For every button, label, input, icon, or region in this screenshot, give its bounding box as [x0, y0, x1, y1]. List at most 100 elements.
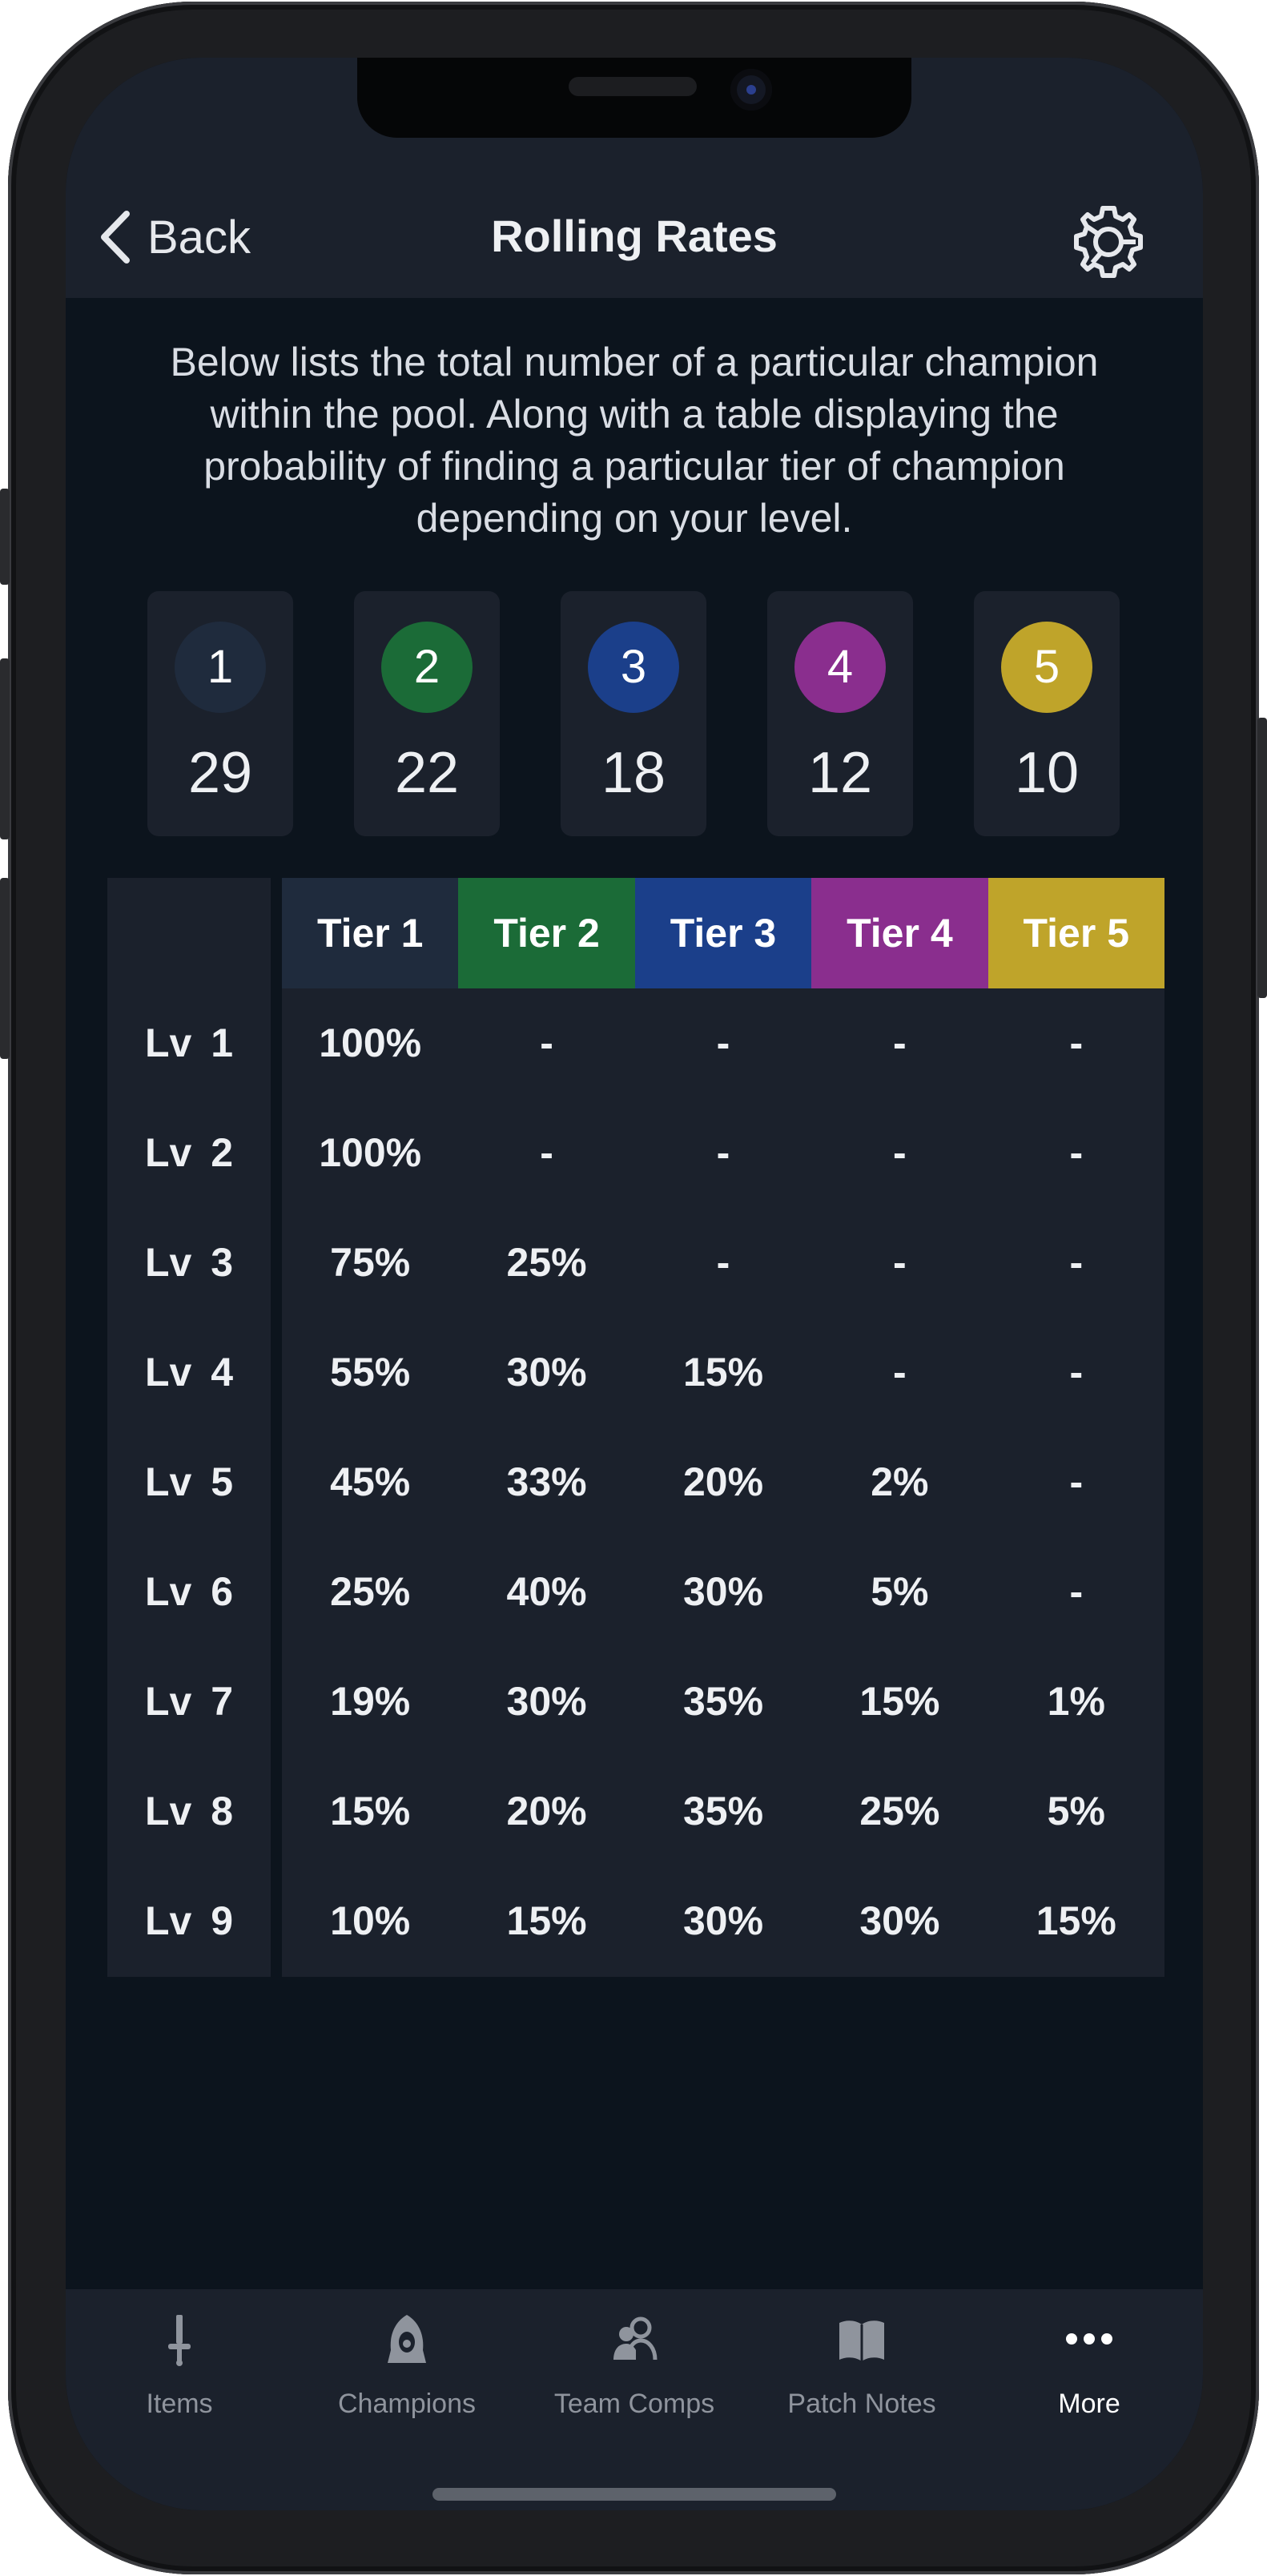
back-label: Back — [147, 211, 251, 264]
tab-items[interactable]: Items — [66, 2289, 293, 2510]
pool-count-tier-2: 2 22 — [354, 591, 500, 836]
tier-badge: 1 — [175, 622, 266, 713]
front-camera — [730, 69, 772, 111]
table-cell: 100% — [319, 1130, 422, 1175]
table-cell: 30% — [506, 1350, 587, 1395]
level-label: Lv 3 — [144, 1240, 234, 1285]
tab-label: More — [1058, 2389, 1120, 2419]
table-cell: - — [1069, 1130, 1084, 1175]
table-cell: 15% — [1036, 1898, 1116, 1943]
tab-bar: Items Champions Team Comps — [66, 2289, 1203, 2510]
pool-count-value: 22 — [394, 741, 460, 805]
table-cell: - — [716, 1020, 730, 1065]
table-cell: 25% — [330, 1569, 411, 1614]
pool-count-value: 10 — [1014, 741, 1080, 805]
level-column: Lv 1 Lv 2 Lv 3 Lv 4 Lv 5 Lv 6 Lv 7 Lv 8 … — [107, 878, 271, 1977]
table-cell: 2% — [871, 1459, 929, 1504]
gear-icon[interactable] — [1070, 203, 1147, 280]
tab-label: Champions — [338, 2389, 476, 2419]
table-cell: - — [716, 1130, 730, 1175]
table-cell: - — [540, 1130, 553, 1175]
table-cell: 35% — [682, 1679, 764, 1724]
table-cell: - — [1069, 1020, 1084, 1065]
column-header-tier-1: Tier 1 — [282, 878, 459, 988]
table-cell: 55% — [330, 1350, 411, 1395]
level-label: Lv 1 — [144, 1020, 234, 1065]
pool-counts: 1 29 2 22 3 18 4 12 5 10 — [147, 591, 1121, 838]
volume-up-button — [0, 658, 10, 839]
table-cell: - — [893, 1350, 907, 1395]
mute-switch — [0, 489, 10, 585]
hooded-figure-icon — [388, 2315, 426, 2363]
table-cell: - — [893, 1020, 907, 1065]
table-cell: 10% — [330, 1898, 411, 1943]
table-cell: 15% — [859, 1679, 940, 1724]
table-cell: 20% — [682, 1459, 764, 1504]
table-cell: 75% — [330, 1240, 411, 1285]
table-cell: - — [893, 1240, 907, 1285]
table-cell: 19% — [330, 1679, 411, 1724]
table-cell: 30% — [682, 1898, 764, 1943]
home-indicator[interactable] — [432, 2488, 836, 2501]
volume-down-button — [0, 878, 10, 1059]
table-cell: - — [540, 1020, 553, 1065]
table-cell: 5% — [871, 1569, 929, 1614]
pool-count-value: 12 — [807, 741, 873, 805]
tab-label: Items — [146, 2389, 213, 2419]
table-cell: 15% — [682, 1350, 764, 1395]
back-button[interactable]: Back — [98, 205, 251, 269]
more-dots-icon — [1066, 2333, 1112, 2345]
pool-count-value: 18 — [601, 741, 666, 805]
table-cell: - — [1069, 1350, 1084, 1395]
column-header-tier-2: Tier 2 — [458, 878, 635, 988]
tier-badge: 4 — [794, 622, 886, 713]
tab-label: Team Comps — [553, 2389, 715, 2419]
tab-label: Patch Notes — [787, 2389, 936, 2419]
table-cell: 25% — [859, 1789, 940, 1833]
tier-badge: 2 — [381, 622, 473, 713]
page-title: Rolling Rates — [491, 211, 778, 261]
probability-grid: Tier 1 Tier 2 Tier 3 Tier 4 Tier 5 100% … — [282, 878, 1164, 1977]
level-label: Lv 2 — [144, 1130, 234, 1175]
pool-count-value: 29 — [187, 741, 253, 805]
column-header-tier-4: Tier 4 — [811, 878, 988, 988]
tab-champions[interactable]: Champions — [293, 2289, 521, 2510]
table-cell: - — [1069, 1459, 1084, 1504]
sword-icon — [168, 2315, 191, 2366]
level-label: Lv 8 — [144, 1789, 234, 1833]
table-cell: 40% — [506, 1569, 587, 1614]
table-cell: - — [1069, 1569, 1084, 1614]
table-cell: 20% — [506, 1789, 587, 1833]
table-cell: 25% — [506, 1240, 587, 1285]
column-header-tier-3: Tier 3 — [634, 878, 812, 988]
level-label: Lv 9 — [144, 1898, 234, 1943]
pool-count-tier-3: 3 18 — [561, 591, 706, 836]
table-cell: 30% — [506, 1679, 587, 1724]
level-label: Lv 4 — [144, 1350, 234, 1395]
notch — [357, 58, 911, 138]
pool-count-tier-5: 5 10 — [974, 591, 1120, 836]
tab-patch-notes[interactable]: Patch Notes — [748, 2289, 975, 2510]
chevron-left-icon — [101, 211, 130, 264]
table-cell: 30% — [682, 1569, 764, 1614]
table-cell: 100% — [319, 1020, 422, 1065]
table-cell: 5% — [1047, 1789, 1105, 1833]
table-cell: 15% — [330, 1789, 411, 1833]
tab-more[interactable]: More — [975, 2289, 1203, 2510]
table-cell: 30% — [859, 1898, 940, 1943]
level-label: Lv 6 — [144, 1569, 234, 1614]
pool-count-tier-4: 4 12 — [767, 591, 913, 836]
description-text: Below lists the total number of a partic… — [170, 340, 1099, 541]
rolling-rates-table: Lv 1 Lv 2 Lv 3 Lv 4 Lv 5 Lv 6 Lv 7 Lv 8 … — [107, 878, 1164, 1977]
power-button — [1257, 718, 1267, 998]
table-cell: 45% — [330, 1459, 411, 1504]
table-cell: - — [893, 1130, 907, 1175]
table-cell: 1% — [1047, 1679, 1105, 1724]
table-cell: - — [716, 1240, 730, 1285]
tier-badge: 5 — [1001, 622, 1092, 713]
earpiece-speaker — [569, 77, 697, 96]
tab-team-comps[interactable]: Team Comps — [521, 2289, 748, 2510]
column-header-tier-5: Tier 5 — [987, 878, 1164, 988]
users-icon — [613, 2316, 658, 2361]
table-cell: 15% — [506, 1898, 587, 1943]
